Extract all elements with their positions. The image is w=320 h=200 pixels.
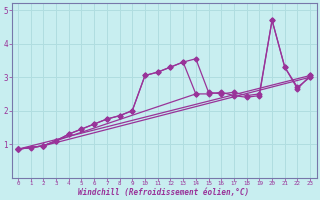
X-axis label: Windchill (Refroidissement éolien,°C): Windchill (Refroidissement éolien,°C) xyxy=(78,188,250,197)
